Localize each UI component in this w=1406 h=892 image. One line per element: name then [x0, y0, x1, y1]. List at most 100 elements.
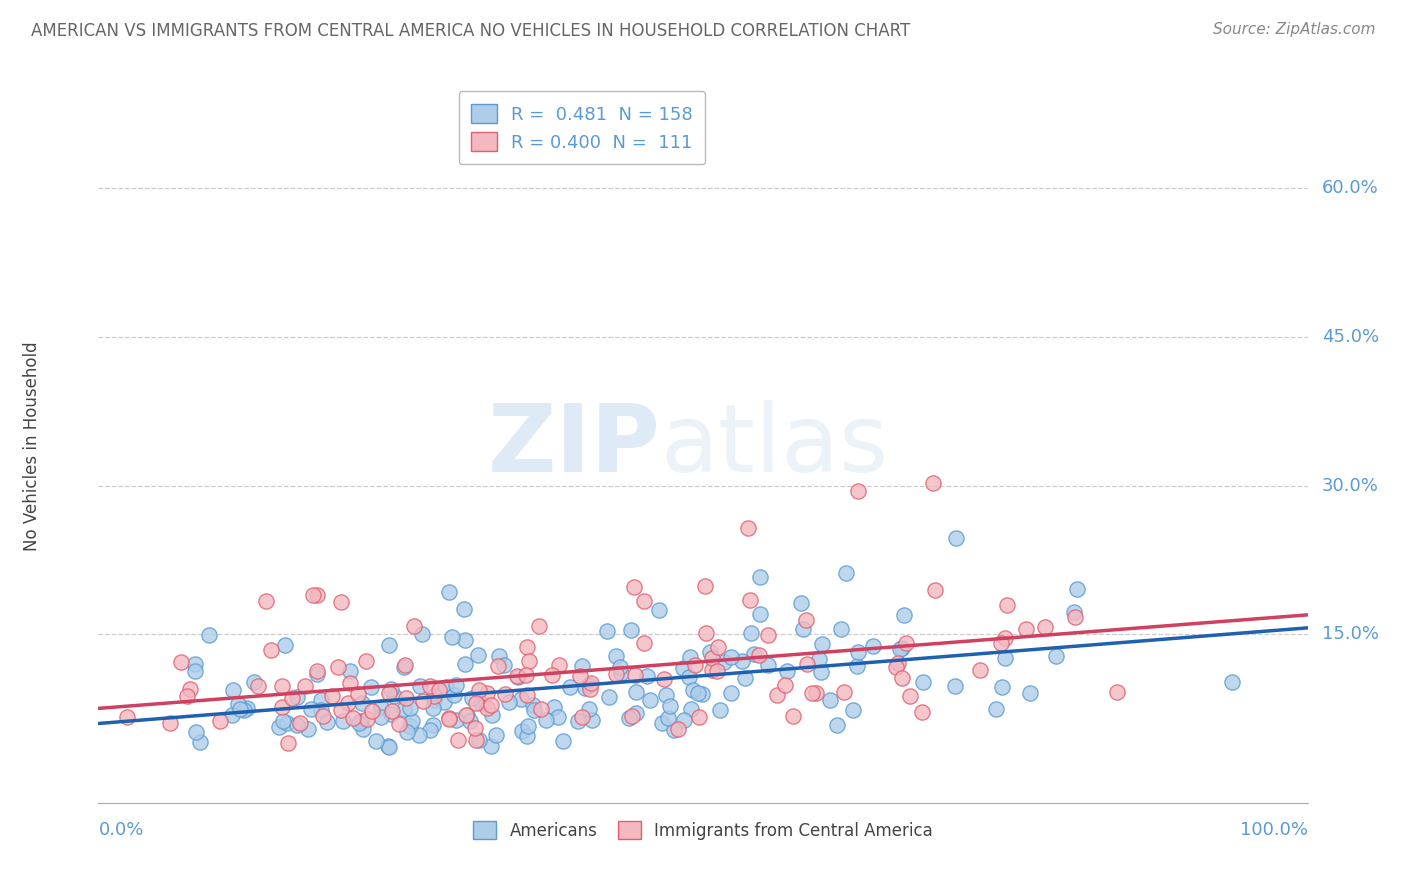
Point — [350, 696, 373, 710]
Point — [488, 648, 510, 663]
Point — [464, 721, 486, 735]
Point — [846, 483, 869, 498]
Point — [551, 734, 574, 748]
Point — [332, 714, 354, 729]
Point — [808, 652, 831, 666]
Text: No Vehicles in Household: No Vehicles in Household — [22, 341, 41, 551]
Point — [841, 703, 863, 717]
Point — [336, 696, 359, 710]
Point — [654, 688, 676, 702]
Text: 60.0%: 60.0% — [1322, 179, 1379, 197]
Point — [437, 712, 460, 726]
Point — [285, 690, 308, 704]
Point — [444, 713, 467, 727]
Point — [479, 739, 502, 753]
Point — [633, 636, 655, 650]
Point — [984, 701, 1007, 715]
Point — [360, 680, 382, 694]
Point — [350, 714, 373, 729]
Point — [884, 660, 907, 674]
Point — [394, 660, 416, 674]
Point — [506, 670, 529, 684]
Point — [456, 708, 478, 723]
Point — [801, 686, 824, 700]
Point — [498, 695, 520, 709]
Point — [377, 739, 399, 753]
Point — [1063, 605, 1085, 619]
Point — [470, 696, 492, 710]
Point — [516, 688, 538, 702]
Point — [990, 636, 1012, 650]
Point — [479, 698, 502, 713]
Point — [581, 714, 603, 728]
Point — [516, 640, 538, 654]
Point — [271, 714, 294, 729]
Point — [423, 689, 446, 703]
Point — [911, 706, 934, 720]
Point — [887, 657, 910, 671]
Point — [302, 588, 325, 602]
Point — [159, 715, 181, 730]
Point — [494, 658, 516, 673]
Point — [548, 657, 571, 672]
Point — [679, 649, 702, 664]
Point — [911, 675, 934, 690]
Point — [624, 706, 647, 720]
Point — [825, 718, 848, 732]
Point — [464, 733, 486, 747]
Point — [294, 679, 316, 693]
Point — [688, 686, 710, 700]
Point — [648, 603, 671, 617]
Point — [766, 688, 789, 702]
Point — [596, 624, 619, 638]
Point — [832, 685, 855, 699]
Point — [312, 709, 335, 723]
Point — [458, 714, 481, 729]
Point — [326, 660, 349, 674]
Point — [361, 704, 384, 718]
Point — [484, 728, 506, 742]
Point — [434, 680, 457, 694]
Point — [567, 714, 589, 728]
Point — [574, 681, 596, 695]
Point — [254, 594, 277, 608]
Point — [380, 706, 402, 721]
Point — [465, 696, 488, 710]
Point — [540, 668, 562, 682]
Text: 45.0%: 45.0% — [1322, 328, 1379, 346]
Point — [115, 710, 138, 724]
Point — [775, 678, 797, 692]
Point — [707, 640, 730, 654]
Point — [898, 690, 921, 704]
Point — [994, 651, 1017, 665]
Point — [623, 668, 645, 682]
Point — [422, 717, 444, 731]
Point — [339, 676, 361, 690]
Point — [329, 703, 352, 717]
Point — [382, 689, 405, 703]
Point — [453, 602, 475, 616]
Point — [288, 716, 311, 731]
Point — [370, 700, 392, 714]
Point — [247, 679, 270, 693]
Point — [439, 711, 461, 725]
Point — [176, 690, 198, 704]
Point — [321, 689, 343, 703]
Point — [672, 661, 695, 675]
Point — [170, 655, 193, 669]
Point — [578, 678, 600, 692]
Point — [277, 736, 299, 750]
Point — [307, 588, 329, 602]
Point — [301, 702, 323, 716]
Point — [620, 709, 643, 723]
Point — [668, 722, 690, 736]
Point — [624, 684, 647, 698]
Point — [381, 704, 404, 718]
Point — [505, 668, 527, 682]
Point — [388, 717, 411, 731]
Point — [738, 593, 761, 607]
Point — [623, 580, 645, 594]
Point — [1066, 582, 1088, 596]
Point — [558, 681, 581, 695]
Point — [330, 594, 353, 608]
